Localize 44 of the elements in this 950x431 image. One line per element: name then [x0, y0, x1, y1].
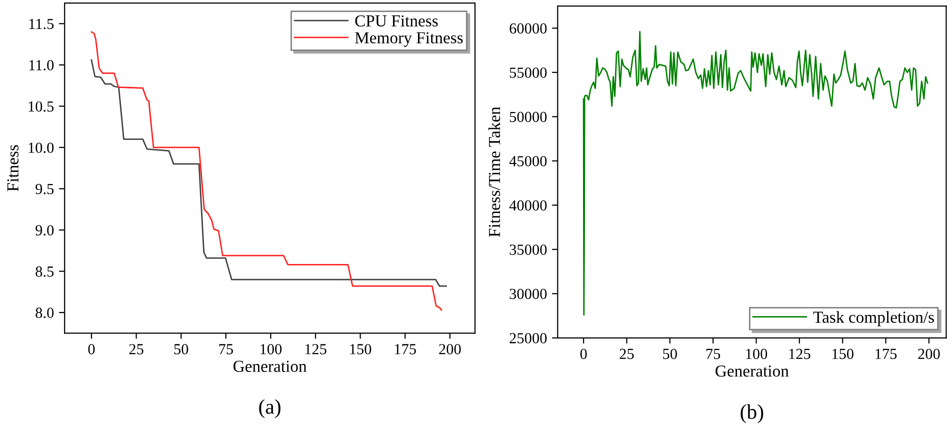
y-tick-label: 40000: [509, 200, 547, 211]
x-tick-label: 125: [789, 348, 810, 360]
x-tick-label: 200: [918, 348, 940, 360]
x-tick-label: 200: [439, 344, 461, 354]
y-tick-label: 10.5: [28, 101, 54, 112]
x-tick-label: 125: [305, 344, 326, 354]
legend-label: Memory Fitness: [355, 32, 463, 47]
y-tick-label: 35000: [510, 244, 547, 255]
y-tick-label: 50000: [510, 112, 547, 122]
legend-label: Task completion/s: [813, 311, 934, 326]
x-tick-label: 50: [663, 348, 677, 360]
y-tick-label: 45000: [509, 156, 547, 166]
y-tick-label: 9.0: [36, 225, 54, 236]
y-tick-label: 30000: [510, 288, 547, 300]
x-tick-label: 150: [832, 348, 854, 360]
y-tick-label: 9.5: [36, 184, 54, 194]
x-axis-title: Generation: [716, 365, 789, 377]
y-tick-label: 11.5: [29, 18, 54, 30]
legend-label: CPU Fitness: [355, 15, 438, 27]
y-tick-label: 10.0: [28, 142, 54, 153]
y-tick-label: 8.5: [36, 266, 54, 277]
x-tick-label: 50: [174, 344, 188, 354]
y-axis-title: Fitness/Time Taken: [488, 106, 500, 237]
x-tick-label: 25: [129, 344, 144, 354]
y-tick-label: 55000: [510, 68, 547, 78]
line-series: [90, 59, 448, 287]
y-axis-title: Fitness: [7, 145, 19, 192]
x-tick-label: 75: [706, 348, 720, 360]
x-tick-label: 0: [580, 348, 587, 360]
y-tick-label: 11.0: [29, 60, 54, 70]
x-tick-label: 0: [88, 344, 95, 354]
y-tick-label: 25000: [510, 333, 547, 344]
text: (b): [740, 404, 764, 424]
x-tick-label: 75: [219, 344, 233, 354]
y-tick-label: 8.0: [36, 308, 54, 318]
y-tick-label: 60000: [510, 23, 547, 34]
x-tick-label: 175: [876, 348, 897, 360]
x-axis-title: Generation: [233, 360, 307, 372]
x-tick-label: 100: [746, 348, 768, 360]
x-tick-label: 175: [394, 344, 416, 354]
x-tick-label: 25: [620, 348, 634, 360]
text: (a): [259, 399, 280, 418]
x-tick-label: 150: [350, 344, 372, 354]
x-tick-label: 100: [260, 344, 282, 354]
